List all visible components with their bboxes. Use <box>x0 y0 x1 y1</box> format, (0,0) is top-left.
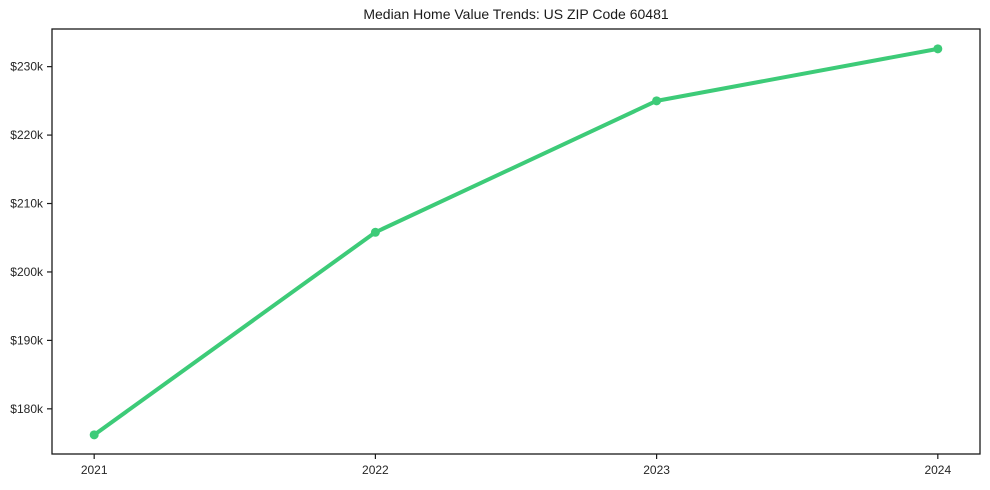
plot-border <box>51 28 981 455</box>
data-point-marker <box>89 430 99 440</box>
data-point-marker <box>933 44 943 54</box>
y-tick-label: $230k <box>10 60 44 74</box>
x-tick-label: 2021 <box>81 463 108 477</box>
y-tick-label: $200k <box>10 265 44 279</box>
x-tick-label: 2023 <box>643 463 670 477</box>
y-tick-label: $220k <box>10 128 44 142</box>
line-series <box>92 46 940 437</box>
x-tick-label: 2024 <box>924 463 951 477</box>
y-tick-label: $180k <box>10 402 44 416</box>
chart-title: Median Home Value Trends: US ZIP Code 60… <box>363 6 669 22</box>
y-tick-label: $190k <box>10 333 44 347</box>
y-tick-label: $210k <box>10 197 44 211</box>
data-point-marker <box>370 227 380 237</box>
x-tick-label: 2022 <box>362 463 389 477</box>
data-point-marker <box>652 96 662 106</box>
